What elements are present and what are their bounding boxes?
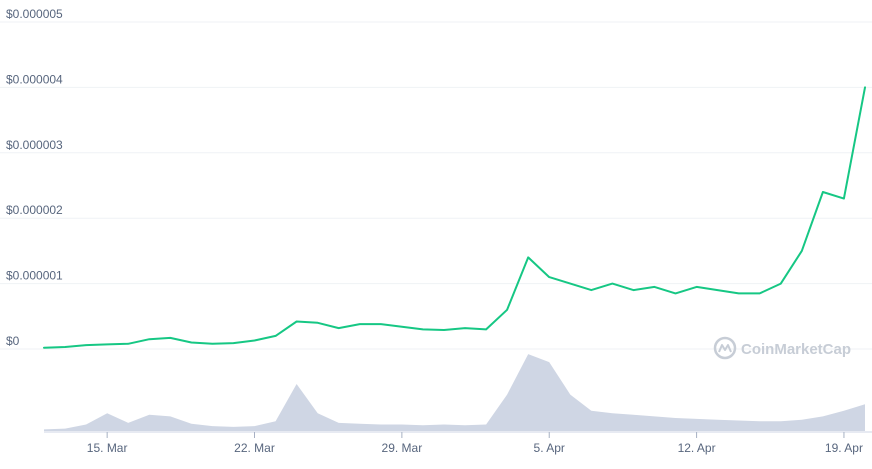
x-tick-label: 19. Apr: [825, 441, 863, 455]
coinmarketcap-watermark: CoinMarketCap: [713, 336, 851, 360]
grid-lines: [0, 21, 872, 350]
y-tick-label: $0.000003: [6, 138, 63, 152]
volume-area: [44, 354, 865, 431]
volume-fill: [44, 354, 865, 431]
price-series-line: [43, 86, 866, 349]
y-tick-label: $0.000005: [6, 7, 63, 21]
y-tick-label: $0.000001: [6, 269, 63, 283]
y-tick-label: $0.000002: [6, 203, 63, 217]
x-tick-label: 22. Mar: [234, 441, 275, 455]
x-tick-label: 29. Mar: [382, 441, 423, 455]
price-line: [43, 86, 866, 349]
y-axis: $0 $0.000001 $0.000002 $0.000003 $0.000004 $0…: [6, 7, 63, 348]
watermark-text: CoinMarketCap: [741, 341, 851, 358]
x-axis: 15. Mar 22. Mar 29. Mar 5. Apr 12. Apr 19. Ap…: [44, 431, 872, 455]
y-tick-label: $0: [6, 334, 20, 348]
x-tick-label: 5. Apr: [534, 441, 565, 455]
x-tick-label: 12. Apr: [678, 441, 716, 455]
coinmarketcap-logo-icon: [713, 336, 737, 360]
x-tick-label: 15. Mar: [87, 441, 128, 455]
y-tick-label: $0.000004: [6, 72, 63, 86]
